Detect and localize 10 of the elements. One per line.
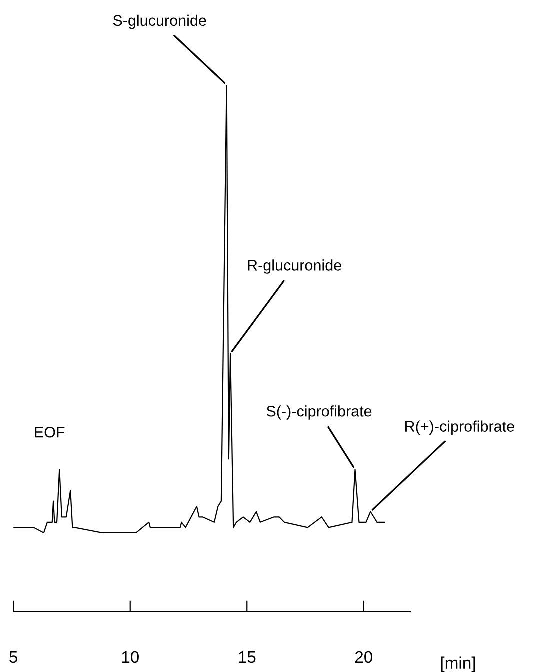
annotation: R(+)-ciprofibrate bbox=[406, 420, 514, 435]
annotation: EOF bbox=[35, 426, 65, 438]
x-tick-label: 5 bbox=[10, 652, 18, 664]
annotation: S-glucuronide bbox=[113, 14, 206, 30]
x-tick-label: 10 bbox=[122, 651, 139, 664]
x-axis-title: [min] bbox=[441, 656, 476, 672]
x-tick-label: 15 bbox=[239, 652, 256, 664]
annotation: S(-)-ciprofibrate bbox=[266, 406, 372, 420]
annotation: R-glucuronide bbox=[248, 260, 342, 274]
x-tick-label: 20 bbox=[355, 651, 373, 664]
